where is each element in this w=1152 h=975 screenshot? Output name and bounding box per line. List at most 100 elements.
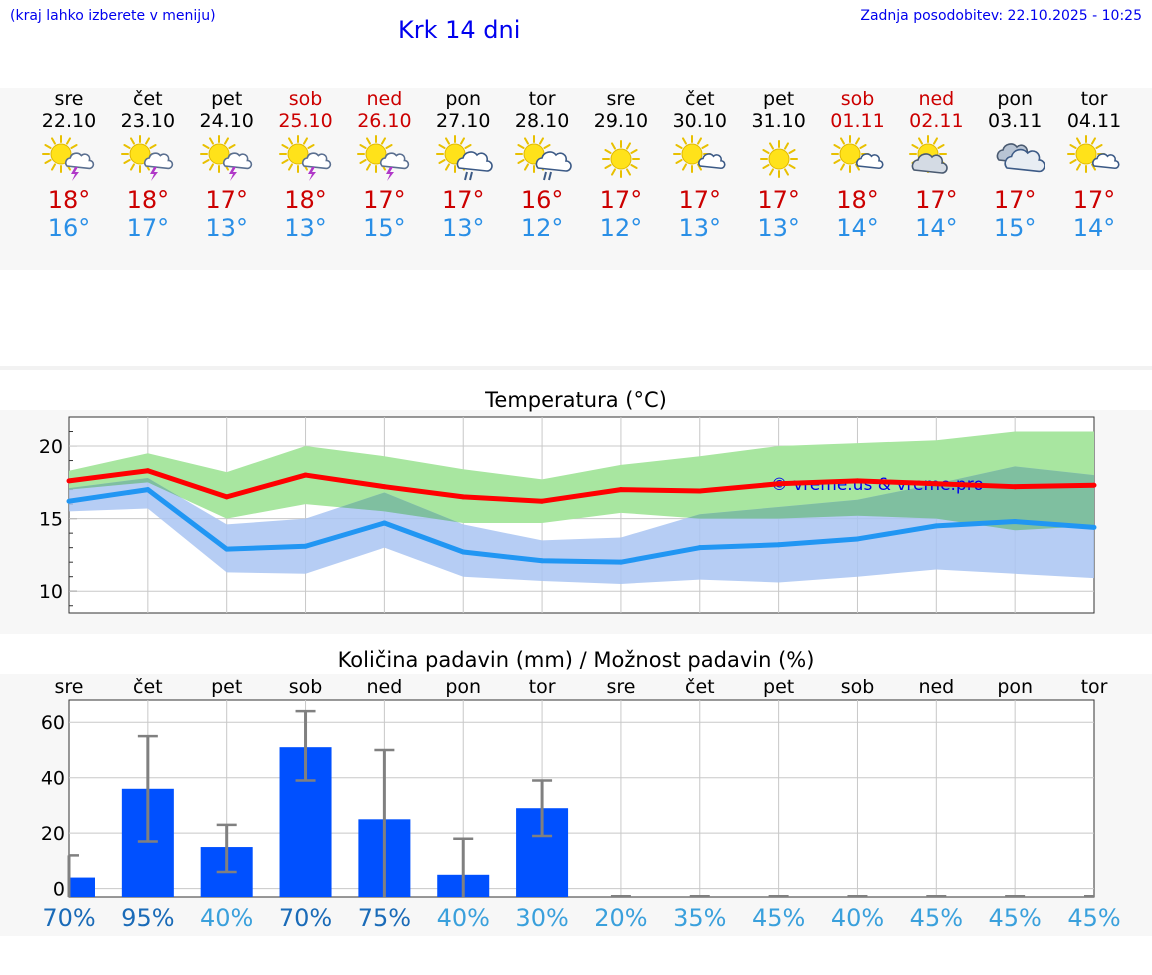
day-column: čet 30.10 17° 13° bbox=[660, 88, 740, 242]
sun-cloud-thunder-icon bbox=[42, 135, 95, 181]
day-date: 03.11 bbox=[987, 110, 1043, 132]
max-temperature: 17° bbox=[993, 186, 1037, 214]
day-name: pet bbox=[211, 88, 243, 110]
precipitation-probability: 70% bbox=[42, 904, 95, 932]
day-date: 02.11 bbox=[909, 110, 964, 132]
day-date: 24.10 bbox=[199, 110, 254, 132]
day-column: ned 26.10 17° 15° bbox=[344, 88, 424, 242]
day-column: tor 28.10 16° 12° bbox=[502, 88, 582, 242]
precipitation-probability: 20% bbox=[594, 904, 647, 932]
precipitation-chart: sre čet pet sob ned pon tor sre čet pet sob ned pon t… bbox=[41, 676, 1121, 932]
y-tick-label: 40 bbox=[41, 768, 65, 790]
day-column: pet 31.10 17° 13° bbox=[739, 88, 819, 242]
precip-day-label: pet bbox=[211, 676, 242, 698]
y-tick-label: 0 bbox=[53, 879, 65, 901]
precip-day-label: tor bbox=[529, 676, 556, 698]
forecast-panel bbox=[0, 88, 1152, 270]
min-temperature: 15° bbox=[363, 214, 406, 242]
precipitation-probability: 70% bbox=[279, 904, 332, 932]
sun-small-cloud-icon bbox=[830, 135, 884, 173]
max-temperature: 16° bbox=[520, 186, 564, 214]
divider bbox=[0, 366, 1152, 370]
precipitation-probability: 40% bbox=[437, 904, 490, 932]
day-date: 29.10 bbox=[593, 110, 649, 132]
day-name: čet bbox=[133, 88, 163, 110]
min-temperature: 16° bbox=[47, 214, 91, 242]
day-column: pet 24.10 17° 13° bbox=[187, 88, 267, 242]
max-temperature: 18° bbox=[836, 186, 879, 214]
day-date: 23.10 bbox=[120, 110, 176, 132]
day-column: sre 22.10 18° 16° bbox=[29, 88, 109, 242]
precipitation-probability: 95% bbox=[121, 904, 174, 932]
max-temperature: 17° bbox=[441, 186, 485, 214]
min-temperature-point bbox=[224, 546, 230, 552]
day-column: ned 02.11 17° 14° bbox=[896, 88, 976, 242]
precip-day-label: ned bbox=[367, 676, 403, 698]
day-name: pon bbox=[445, 88, 482, 110]
max-temperature: 17° bbox=[599, 186, 643, 214]
max-temperature-line bbox=[68, 468, 1095, 504]
precipitation-probability: 75% bbox=[358, 904, 411, 932]
day-date: 22.10 bbox=[41, 110, 97, 132]
sun-cloud-thunder-icon bbox=[199, 135, 252, 181]
max-temperature: 17° bbox=[363, 186, 406, 214]
max-temperature-point bbox=[66, 478, 72, 484]
min-temperature: 13° bbox=[678, 214, 722, 242]
cloudy-icon bbox=[996, 143, 1046, 173]
max-temperature-point bbox=[933, 481, 939, 487]
min-temperature: 12° bbox=[520, 214, 564, 242]
day-column: sre 29.10 17° 12° bbox=[581, 88, 661, 242]
last-update: Zadnja posodobitev: 22.10.2025 - 10:25 bbox=[860, 8, 1142, 24]
min-temperature: 13° bbox=[441, 214, 485, 242]
day-column: čet 23.10 18° 17° bbox=[108, 88, 188, 242]
precipitation-probability: 35% bbox=[673, 904, 726, 932]
max-temperature-point bbox=[539, 498, 545, 504]
day-name: tor bbox=[528, 88, 556, 110]
day-name: tor bbox=[1080, 88, 1108, 110]
day-column: sob 25.10 18° 13° bbox=[266, 88, 346, 242]
min-temperature-point bbox=[460, 549, 466, 555]
max-temperature-point bbox=[776, 481, 782, 487]
precip-day-label: tor bbox=[1081, 676, 1108, 698]
precip-day-label: pet bbox=[763, 676, 794, 698]
precipitation-probability: 45% bbox=[989, 904, 1042, 932]
day-date: 30.10 bbox=[672, 110, 727, 132]
max-temperature-point bbox=[381, 484, 387, 490]
sun-small-cloud-icon bbox=[1067, 135, 1120, 173]
sun-small-cloud-icon bbox=[672, 135, 726, 173]
y-tick-label: 20 bbox=[41, 823, 65, 845]
max-temperature-point bbox=[618, 487, 624, 493]
day-date: 26.10 bbox=[357, 110, 412, 132]
day-date: 25.10 bbox=[278, 110, 333, 132]
max-temperature-point bbox=[224, 494, 230, 500]
precip-day-label: sob bbox=[841, 676, 875, 698]
max-temperature-point bbox=[303, 472, 309, 478]
max-temperature: 17° bbox=[205, 186, 248, 214]
min-temperature: 13° bbox=[284, 214, 327, 242]
min-temperature: 13° bbox=[757, 214, 800, 242]
min-temperature-point bbox=[381, 520, 387, 526]
precip-day-label: pon bbox=[997, 676, 1033, 698]
y-tick-label: 10 bbox=[39, 581, 63, 603]
min-temperature: 17° bbox=[126, 214, 170, 242]
min-temperature-point bbox=[539, 558, 545, 564]
day-name: sre bbox=[54, 88, 84, 110]
day-date: 31.10 bbox=[751, 110, 806, 132]
min-temperature-point bbox=[933, 523, 939, 529]
min-temperature-point bbox=[1012, 519, 1018, 525]
min-temperature-point bbox=[697, 545, 703, 551]
min-temperature-point bbox=[66, 498, 72, 504]
min-temperature: 14° bbox=[836, 214, 879, 242]
min-temperature: 12° bbox=[599, 214, 643, 242]
min-temperature-point bbox=[1091, 524, 1097, 530]
day-date: 01.11 bbox=[830, 110, 885, 132]
temperature-chart-title: Temperatura (°C) bbox=[485, 388, 667, 412]
y-tick-label: 60 bbox=[41, 712, 65, 734]
precipitation-probability: 40% bbox=[200, 904, 253, 932]
precipitation-chart-title: Količina padavin (mm) / Možnost padavin … bbox=[337, 648, 815, 672]
precip-day-label: sre bbox=[606, 676, 635, 698]
precip-day-label: sre bbox=[55, 676, 84, 698]
sun-cloud-icon bbox=[909, 135, 949, 174]
day-forecast-strip: sre 22.10 18° 16° čet 23.10 18° 17° pet 24.10 17° 1… bbox=[0, 88, 1152, 258]
